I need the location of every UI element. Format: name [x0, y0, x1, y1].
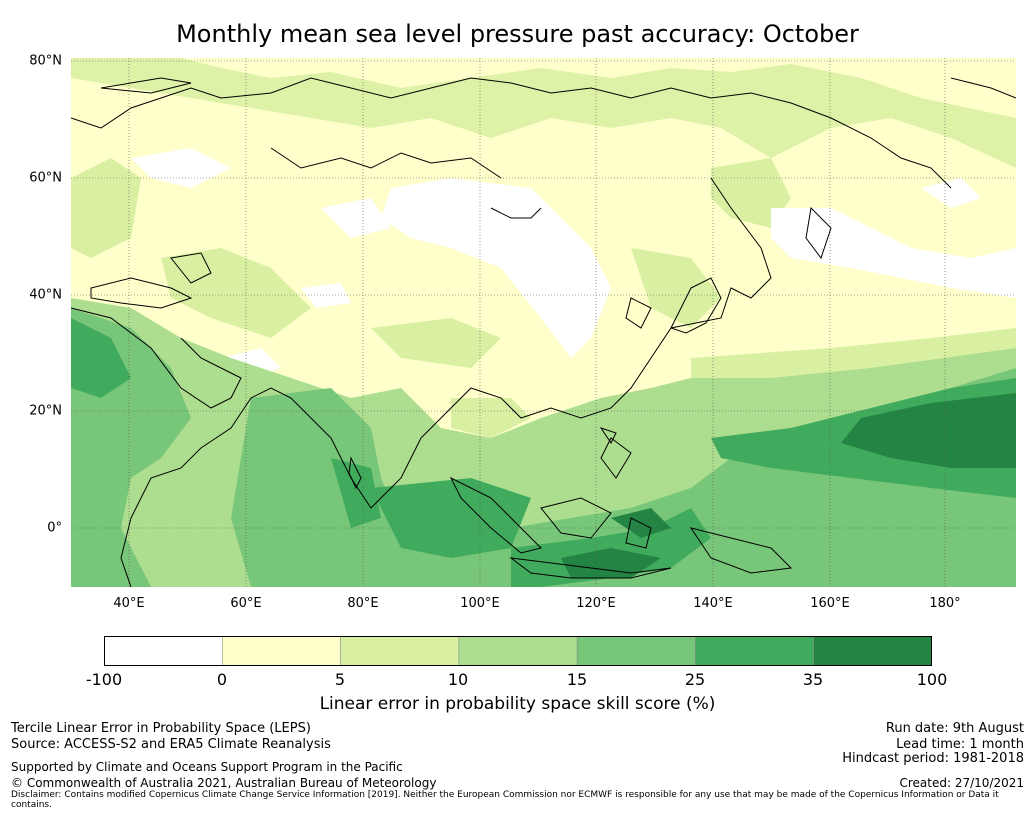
footer-disclaimer: Disclaimer: Contains modified Copernicus… [11, 790, 999, 810]
colorbar-swatch [576, 636, 696, 666]
lat-label-80n: 80°N [29, 53, 62, 69]
skill-map-canvas [71, 58, 1016, 587]
lon-label-180: 180° [929, 596, 961, 611]
lon-label-80e: 80°E [347, 596, 379, 611]
skill-band-35-100 [561, 393, 1016, 578]
footer-support: Supported by Climate and Oceans Support … [11, 760, 403, 774]
colorbar-tick-35: 35 [802, 670, 824, 689]
colorbar-tick-5: 5 [334, 670, 346, 689]
lat-label-0: 0° [47, 520, 62, 536]
colorbar-tick-10: 10 [447, 670, 469, 689]
colorbar-label: Linear error in probability space skill … [319, 694, 716, 714]
footer-method: Tercile Linear Error in Probability Spac… [11, 721, 311, 736]
lon-label-120e: 120°E [576, 596, 616, 611]
skill-band-15-25 [71, 308, 1016, 587]
colorbar-tick-neg100: -100 [85, 670, 123, 689]
skill-map [71, 58, 1016, 587]
footer-source: Source: ACCESS-S2 and ERA5 Climate Reana… [11, 737, 331, 752]
colorbar-tick-25: 25 [684, 670, 706, 689]
footer-created: Created: 27/10/2021 [899, 776, 1024, 790]
skill-band-25-35 [71, 318, 1016, 587]
colorbar-swatch [458, 636, 578, 666]
colorbar-tick-0: 0 [216, 670, 228, 689]
colorbar-swatch [222, 636, 341, 666]
colorbar-swatch [340, 636, 460, 666]
colorbar-swatch [695, 636, 814, 666]
colorbar-tick-15: 15 [566, 670, 588, 689]
lon-label-140e: 140°E [693, 596, 733, 611]
colorbar-swatch [813, 636, 932, 666]
footer-run-date: Run date: 9th August [885, 721, 1024, 736]
colorbar-tick-100: 100 [916, 670, 948, 689]
colorbar-swatch [104, 636, 223, 666]
lat-label-60n: 60°N [29, 170, 62, 186]
coastlines [71, 77, 1016, 587]
lat-label-40n: 40°N [29, 287, 62, 303]
lon-label-160e: 160°E [810, 596, 850, 611]
lat-label-20n: 20°N [29, 403, 62, 419]
colorbar [104, 636, 932, 666]
lon-label-100e: 100°E [460, 596, 500, 611]
graticule [71, 58, 1016, 587]
skill-band-neg [131, 148, 1016, 378]
footer-lead-time: Lead time: 1 month [896, 737, 1024, 752]
footer-hindcast: Hindcast period: 1981-2018 [842, 751, 1024, 766]
lon-label-60e: 60°E [230, 596, 262, 611]
map-title: Monthly mean sea level pressure past acc… [176, 20, 859, 48]
lon-label-40e: 40°E [113, 596, 145, 611]
footer-copyright: © Commonwealth of Australia 2021, Austra… [11, 776, 437, 790]
